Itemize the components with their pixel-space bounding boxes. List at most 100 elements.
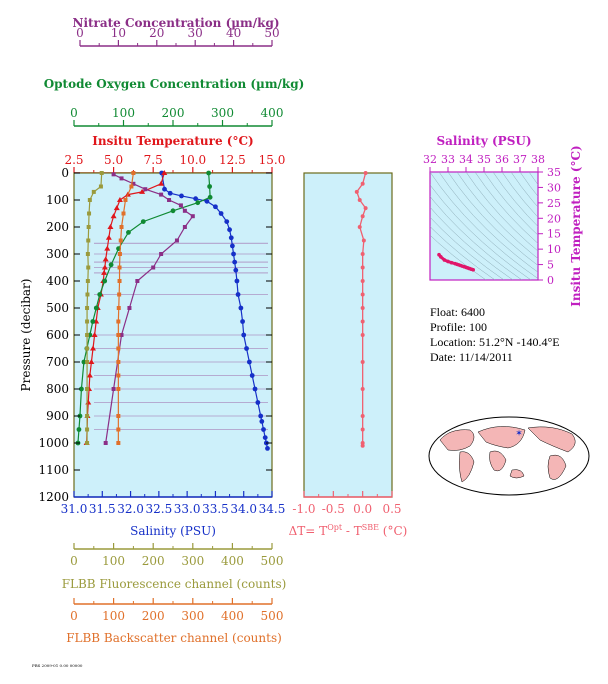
salinity-tick-label: 31.0: [61, 502, 88, 516]
ts-salinity-tick-label: 34: [459, 153, 473, 166]
fluorescence-profile-line: [86, 172, 103, 443]
fluorescence-point: [85, 306, 90, 310]
salinity-tick-label: 33.5: [202, 502, 229, 516]
delta-t-point: [360, 252, 365, 256]
nitrate-point: [159, 252, 164, 256]
fluorescence-point: [85, 292, 90, 297]
temperature-point: [101, 264, 108, 270]
fluorescence-point: [86, 225, 91, 229]
delta-t-label-prefix: ΔT= T: [289, 524, 328, 538]
fluorescence-point: [85, 360, 90, 364]
ts-temperature-tick-label: 30: [547, 181, 561, 194]
temperature-point: [107, 224, 114, 229]
temperature-point: [86, 372, 93, 378]
fluorescence-axis-label: FLBB Fluorescence channel (counts): [62, 577, 287, 591]
oxygen-point: [79, 386, 84, 392]
temperature-axis-label: Insitu Temperature (°C): [92, 134, 253, 148]
density-contour: [474, 172, 538, 244]
density-contour: [519, 172, 538, 197]
fluorescence-tick-label: 100: [102, 554, 125, 568]
density-contour: [430, 216, 505, 280]
fluorescence-point: [87, 211, 92, 216]
ts-salinity-tick-label: 32: [423, 153, 437, 166]
oxygen-axis: Optode Oxygen Concentration (µm/kg) 0 100…: [44, 77, 304, 127]
fluorescence-tick-label: 300: [181, 554, 204, 568]
nitrate-point: [174, 238, 179, 243]
ts-salinity-tick-label: 37: [513, 153, 527, 166]
delta-t-point: [360, 306, 365, 310]
temperature-point: [88, 359, 95, 364]
temperature-tick-label: 2.5: [64, 153, 83, 167]
delta-t-point: [360, 427, 365, 432]
delta-t-point: [360, 387, 365, 391]
nitrate-point: [151, 265, 156, 270]
salinity-tick-label: 34.5: [259, 502, 286, 516]
pressure-tick-label: 800: [46, 382, 69, 396]
backscatter-point: [116, 346, 121, 351]
oxygen-point: [108, 262, 114, 268]
density-contour: [430, 172, 538, 279]
backscatter-point: [116, 360, 121, 364]
pressure-axis-label: Pressure (decibar): [19, 279, 33, 392]
salinity-point: [228, 235, 234, 241]
delta-t-point: [360, 443, 365, 448]
pressure-tick-label: 500: [46, 301, 69, 315]
pressure-tick-label: 400: [46, 274, 69, 288]
salinity-point: [261, 427, 266, 432]
backscatter-tick-label: 500: [261, 609, 284, 623]
float-location-marker: ✶: [515, 429, 523, 439]
backscatter-profile-line: [117, 172, 134, 443]
delta-t-point: [360, 360, 365, 364]
backscatter-tick-label: 100: [102, 609, 125, 623]
backscatter-point: [116, 373, 121, 378]
density-contour: [510, 172, 538, 208]
salinity-tick-label: 34.0: [230, 502, 257, 516]
ts-temperature-tick-label: 35: [547, 166, 561, 179]
fluorescence-tick-label: 0: [70, 554, 78, 568]
delta-t-point: [357, 225, 362, 229]
ts-temperature-tick-label: 0: [547, 274, 554, 287]
salinity-point: [218, 211, 224, 216]
temperature-point: [139, 188, 146, 194]
temperature-tick-label: 5.0: [104, 153, 123, 167]
salinity-point: [230, 243, 235, 249]
oxygen-profile-line: [77, 172, 211, 444]
pressure-tick-label: 1100: [38, 463, 69, 477]
nitrate-tick-label: 40: [226, 26, 241, 40]
salinity-point: [246, 359, 252, 365]
salinity-point: [231, 251, 236, 257]
pressure-tick-label: 1000: [38, 436, 69, 450]
pressure-tick-label: 0: [61, 166, 69, 180]
backscatter-point: [117, 252, 122, 256]
delta-t-point: [360, 279, 365, 283]
salinity-point: [241, 332, 247, 338]
salinity-tick-label: 32.0: [117, 502, 144, 516]
delta-t-label-suffix: (°C): [379, 524, 407, 538]
oxygen-point: [206, 170, 212, 176]
density-contour: [447, 172, 538, 266]
salinity-point: [233, 267, 239, 273]
fluorescence-point: [85, 427, 90, 432]
delta-t-point: [357, 198, 362, 202]
backscatter-tick-label: 200: [142, 609, 165, 623]
temperature-point: [91, 332, 98, 337]
pressure-tick-label: 300: [46, 247, 69, 261]
density-contour: [465, 172, 538, 252]
salinity-point: [179, 193, 184, 199]
pressure-tick-label: 200: [46, 220, 69, 234]
backscatter-point: [117, 292, 122, 297]
oxygen-point: [170, 208, 176, 214]
temperature-point: [113, 205, 120, 211]
ts-salinity-tick-label: 38: [531, 153, 545, 166]
oxygen-point: [207, 194, 213, 200]
delta-t-point: [361, 238, 366, 243]
delta-t-point: [360, 319, 365, 324]
delta-t-tick-label: 0.5: [382, 502, 401, 516]
density-contour: [438, 172, 538, 273]
temperature-point: [110, 213, 117, 219]
salinity-tick-label: 33.0: [174, 502, 201, 516]
nitrate-axis: Nitrate Concentration (µm/kg) 0 10 20 30 40 5…: [72, 16, 280, 47]
temperature-axis: Insitu Temperature (°C) 2.5 5.0 7.5 10.0 12.…: [64, 134, 285, 174]
fluorescence-point: [99, 171, 104, 175]
float-id: Float: 6400: [430, 305, 486, 319]
